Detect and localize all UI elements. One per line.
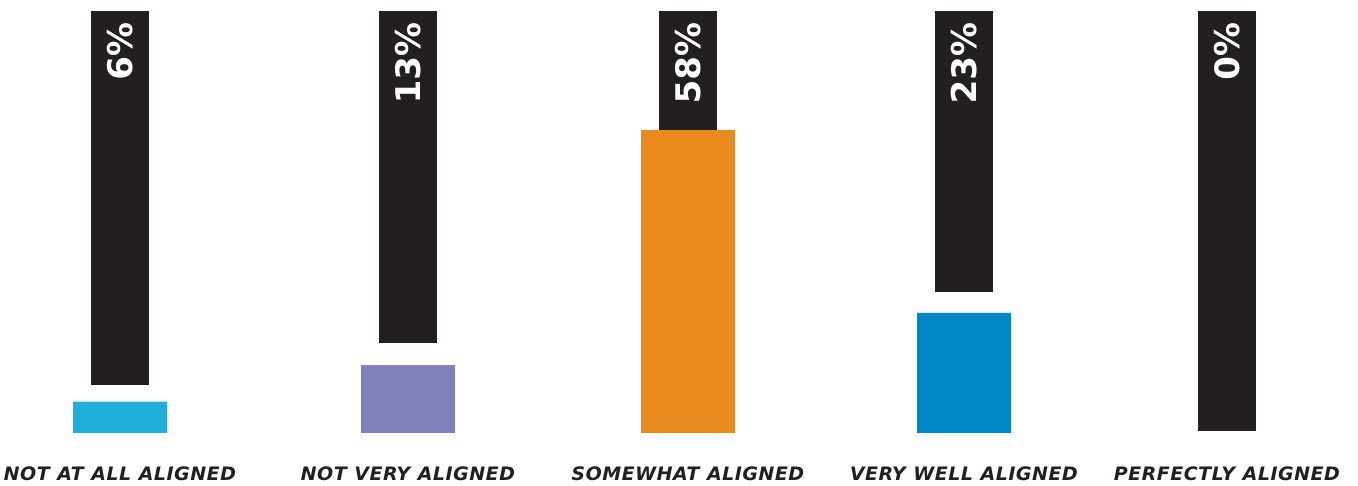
value-label: 58% — [669, 22, 709, 103]
value-label: 6% — [101, 22, 141, 80]
category-label: SOMEWHAT ALIGNED — [571, 463, 805, 485]
bar-group: 23% — [917, 11, 1011, 433]
category-label: NOT AT ALL ALIGNED — [3, 463, 237, 485]
bar — [361, 365, 455, 433]
value-label: 23% — [945, 22, 985, 103]
bar-group: 0% — [1198, 11, 1256, 431]
bar-group: 58% — [641, 11, 735, 433]
category-label: PERFECTLY ALIGNED — [1113, 463, 1341, 485]
bar-track — [935, 11, 993, 292]
bar-track — [91, 11, 149, 385]
bar-track — [659, 11, 717, 130]
category-label: VERY WELL ALIGNED — [849, 463, 1079, 485]
bar-track — [1198, 11, 1256, 431]
value-label: 13% — [389, 22, 429, 103]
bar — [917, 312, 1011, 433]
bar-group: 13% — [361, 11, 455, 433]
bar-group: 6% — [73, 11, 167, 433]
value-label: 0% — [1208, 22, 1248, 80]
bar — [73, 401, 167, 433]
category-label: NOT VERY ALIGNED — [300, 463, 516, 485]
bar-track — [379, 11, 437, 343]
bar — [641, 130, 735, 433]
